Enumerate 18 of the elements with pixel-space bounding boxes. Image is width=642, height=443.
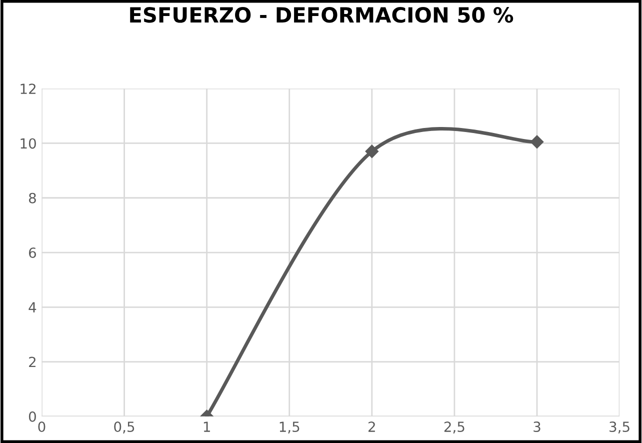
y-tick-label: 2	[29, 356, 36, 368]
y-tick-label: 12	[20, 84, 36, 94]
chart-title: ESFUERZO - DEFORMACION 50 %	[130, 7, 514, 23]
x-tick-label: 1,5	[280, 422, 300, 434]
y-tick-label: 6	[29, 247, 36, 258]
x-tick-label: 3,5	[610, 422, 630, 434]
x-tick-label: 2	[368, 422, 375, 432]
x-tick-label: 2,5	[444, 422, 464, 434]
x-tick-label: 0	[38, 422, 46, 432]
y-tick-label: 10	[20, 138, 36, 149]
x-tick-label: 0,5	[114, 422, 134, 434]
x-tick-label: 3	[534, 422, 540, 432]
y-tick-label: 8	[28, 192, 36, 204]
y-tick-label: 0	[28, 411, 36, 422]
point	[530, 135, 544, 148]
y-tick-label: 4	[28, 302, 36, 312]
x-tick-label: 1	[204, 422, 210, 432]
point	[365, 144, 378, 158]
